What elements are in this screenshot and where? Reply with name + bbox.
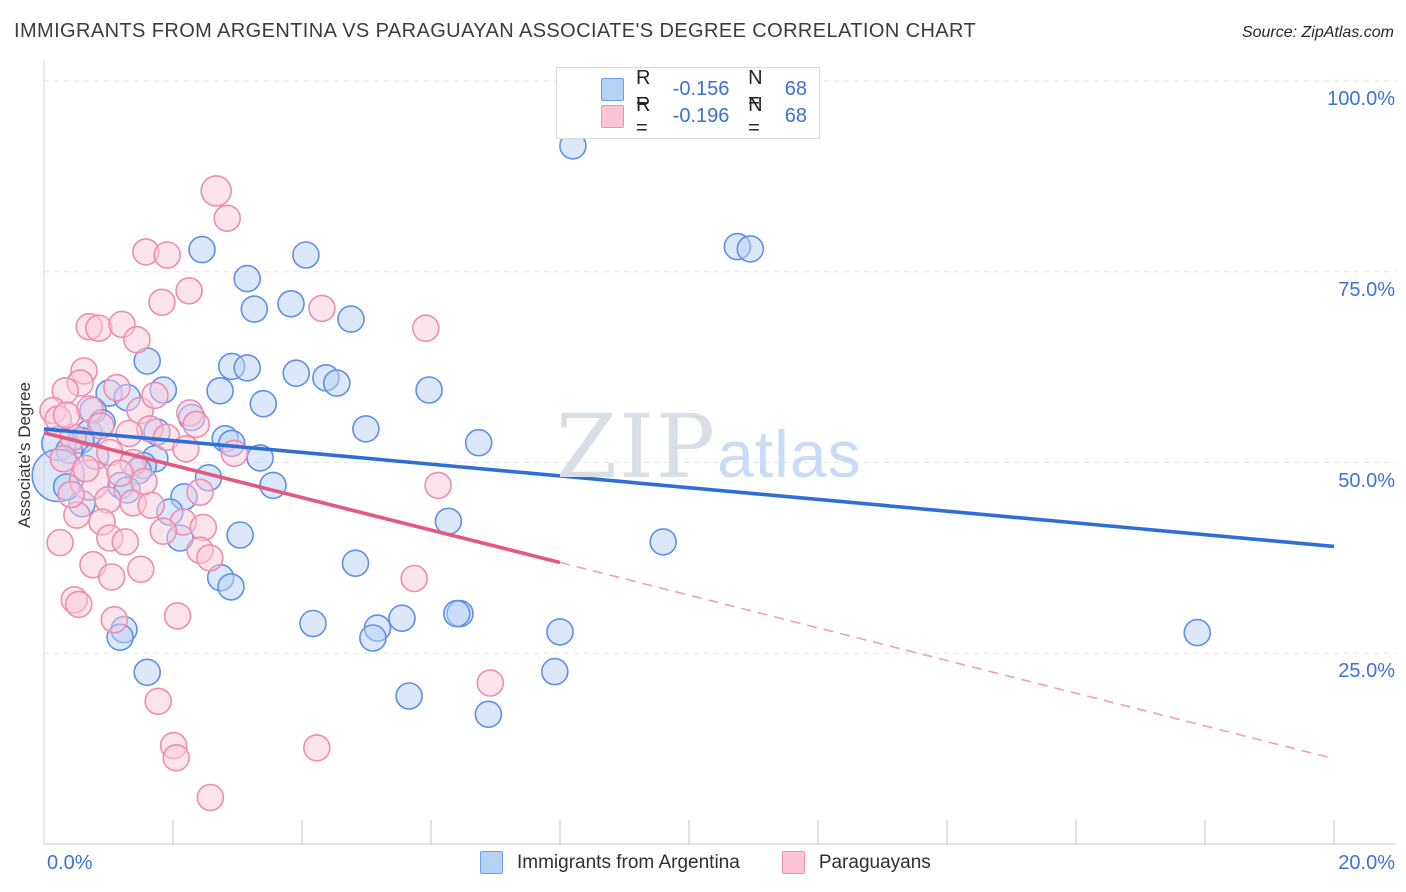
scatter-point-paraguayans [400,564,429,593]
r-label: R = [636,93,651,139]
scatter-point-argentina [299,609,327,638]
scatter-point-argentina [282,359,311,388]
scatter-point-paraguayans [163,602,192,630]
paraguayans-legend-label: Paraguayans [818,851,931,873]
paraguayans-swatch-icon [601,105,624,128]
scatter-point-paraguayans [85,314,113,343]
scatter-point-argentina [415,376,443,404]
scatter-point-argentina [188,235,216,264]
scatter-point-argentina [337,305,365,333]
scatter-point-argentina [395,682,423,710]
series-legend: Immigrants from Argentina Paraguayans [480,851,959,874]
scatter-point-paraguayans [123,325,151,354]
scatter-point-argentina [249,389,278,418]
y-axis-title: Associate's Degree [15,382,34,528]
scatter-point-paraguayans [130,467,158,496]
scatter-point-argentina [736,235,765,263]
y-tick-label-75pct: 75.0% [1338,278,1395,301]
scatter-point-paraguayans [103,373,131,402]
scatter-point-paraguayans [106,459,134,488]
trend-line-argentina [43,427,1335,549]
scatter-point-paraguayans [111,528,140,556]
scatter-point-paraguayans [115,419,143,448]
scatter-point-argentina [649,528,678,556]
scatter-point-paraguayans [308,294,336,323]
scatter-point-argentina [540,657,569,686]
trend-line-paraguayans-extrapolated [559,561,1328,758]
y-tick-label-25pct: 25.0% [1338,660,1395,683]
scatter-point-paraguayans [182,410,210,439]
scatter-point-argentina [226,521,254,549]
n-value-argentina: 68 [784,78,808,100]
scatter-point-paraguayans [302,734,331,762]
scatter-point-argentina [277,289,305,318]
argentina-legend-label: Immigrants from Argentina [517,851,740,873]
paraguayans-legend-swatch-icon [781,851,805,874]
scatter-point-paraguayans [175,276,203,305]
scatter-point-argentina [259,471,287,500]
scatter-point-paraguayans [411,314,440,343]
scatter-point-argentina [1183,618,1212,647]
scatter-point-paraguayans [200,175,232,207]
scatter-point-argentina [464,428,493,457]
scatter-point-argentina [233,354,261,382]
source-attribution: Source: ZipAtlas.com [1241,24,1394,41]
x-axis-min-label: 0.0% [47,852,93,874]
scatter-point-paraguayans [100,605,129,634]
scatter-point-paraguayans [148,288,176,317]
scatter-point-paraguayans [424,471,452,500]
scatter-point-argentina [217,573,245,601]
n-label: N = [748,93,763,139]
r-value-argentina: -0.156 [672,78,730,100]
scatter-point-argentina [133,658,161,687]
scatter-point-argentina [206,376,234,405]
scatter-point-argentina [240,295,269,323]
stats-legend-box: R = -0.156 N = 68 R = -0.196 N = 68 [556,67,820,139]
scatter-point-paraguayans [153,241,181,269]
n-value-paraguayans: 68 [784,105,808,127]
page-title: IMMIGRANTS FROM ARGENTINA VS PARAGUAYAN … [14,20,977,42]
scatter-point-argentina [322,369,351,397]
scatter-point-paraguayans [186,478,214,507]
n-label: N = [748,66,763,112]
scatter-point-paraguayans [476,669,505,697]
scatter-point-argentina [292,241,320,269]
scatter-point-paraguayans [144,687,172,716]
scatter-point-paraguayans [141,381,169,410]
stats-row-argentina: R = -0.156 N = 68 [601,67,808,112]
scatter-point-paraguayans [162,743,190,772]
scatter-point-paraguayans [65,590,93,619]
scatter-point-paraguayans [189,513,218,542]
r-value-paraguayans: -0.196 [672,105,730,127]
scatter-point-argentina [546,618,574,646]
scatter-point-paraguayans [137,491,165,520]
scatter-point-argentina [474,700,503,729]
y-tick-label-100pct: 100.0% [1327,88,1395,110]
scatter-point-paraguayans [196,544,224,572]
scatter-point-paraguayans [52,401,81,430]
scatter-point-paraguayans [57,480,85,509]
stats-row-paraguayans: R = -0.196 N = 68 [601,94,808,139]
trend-line-paraguayans [43,430,561,565]
scatter-point-argentina [233,264,261,293]
argentina-swatch-icon [601,78,624,101]
scatter-point-paraguayans [213,204,241,233]
scatter-point-argentina [352,415,380,443]
argentina-legend-swatch-icon [480,851,503,874]
scatter-point-paraguayans [196,783,225,812]
scatter-point-paraguayans [127,555,155,584]
scatter-point-paraguayans [97,563,126,591]
scatter-point-paraguayans [149,517,178,546]
x-axis-max-label: 20.0% [1338,852,1395,874]
y-tick-label-50pct: 50.0% [1338,469,1395,492]
scatter-point-argentina [388,604,416,633]
scatter-point-paraguayans [46,528,74,557]
scatter-point-argentina [359,624,387,652]
scatter-point-argentina [442,599,471,628]
r-label: R = [636,66,651,112]
scatter-point-argentina [341,549,370,578]
scatter-point-paraguayans [72,454,100,483]
